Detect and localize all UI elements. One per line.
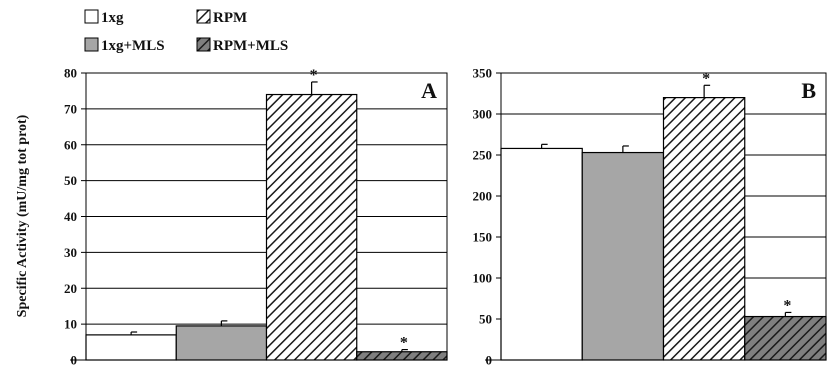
- bar-b-1xg: [500, 147, 583, 361]
- legend-label-rpm: RPM: [213, 10, 247, 26]
- y-tick-label-b-100: 100: [473, 271, 493, 286]
- legend-item-rpm: RPM: [196, 9, 247, 26]
- bar-b-1xg-mls: [581, 151, 665, 361]
- bar-a-rpm: [265, 93, 358, 361]
- y-tick-label-a-40: 40: [64, 209, 77, 224]
- legend-label-1xg: 1xg: [101, 10, 124, 26]
- legend-item-1xg-mls: 1xg+MLS: [84, 37, 165, 54]
- bar-a-1xg-mls: [175, 325, 268, 361]
- significance-marker-b-rpm-mls: *: [783, 297, 791, 314]
- y-tick-label-a-80: 80: [64, 66, 77, 81]
- panel-label-a: A: [421, 78, 437, 103]
- bar-a-1xg: [85, 334, 177, 361]
- y-tick-label-b-350: 350: [473, 66, 493, 81]
- y-tick-label-b-150: 150: [473, 230, 493, 245]
- panel-label-b: B: [801, 78, 816, 103]
- legend: 1xg RPM 1xg+MLS RPM+MLS: [84, 9, 288, 54]
- y-tick-label-b-200: 200: [473, 189, 493, 204]
- significance-marker-b-rpm: *: [702, 70, 710, 87]
- legend-swatch-rpm: [196, 9, 211, 24]
- legend-swatch-1xg: [84, 9, 99, 24]
- legend-label-rpm-mls: RPM+MLS: [213, 38, 288, 54]
- bar-b-rpm-mls: [744, 315, 827, 361]
- bar-b-rpm: [662, 96, 746, 361]
- legend-swatch-rpm-mls: [196, 37, 211, 52]
- significance-marker-a-rpm: *: [310, 67, 318, 84]
- y-tick-label-a-30: 30: [64, 245, 77, 260]
- y-tick-label-a-70: 70: [64, 101, 77, 116]
- y-tick-label-b-300: 300: [473, 107, 493, 122]
- y-axis-title: Specific Activity (mU/mg tot prot): [15, 114, 30, 317]
- legend-swatch-1xg-mls: [84, 37, 99, 52]
- y-tick-label-b-250: 250: [473, 148, 493, 163]
- y-tick-label-a-60: 60: [64, 137, 77, 152]
- legend-item-1xg: 1xg: [84, 9, 124, 26]
- y-tick-label-a-20: 20: [64, 281, 77, 296]
- legend-item-rpm-mls: RPM+MLS: [196, 37, 288, 54]
- significance-marker-a-rpm-mls: *: [400, 335, 408, 352]
- bar-a-rpm-mls: [356, 351, 448, 361]
- y-tick-label-b-50: 50: [479, 312, 492, 327]
- y-tick-label-a-10: 10: [64, 317, 77, 332]
- y-tick-label-a-50: 50: [64, 173, 77, 188]
- legend-label-1xg-mls: 1xg+MLS: [101, 38, 165, 54]
